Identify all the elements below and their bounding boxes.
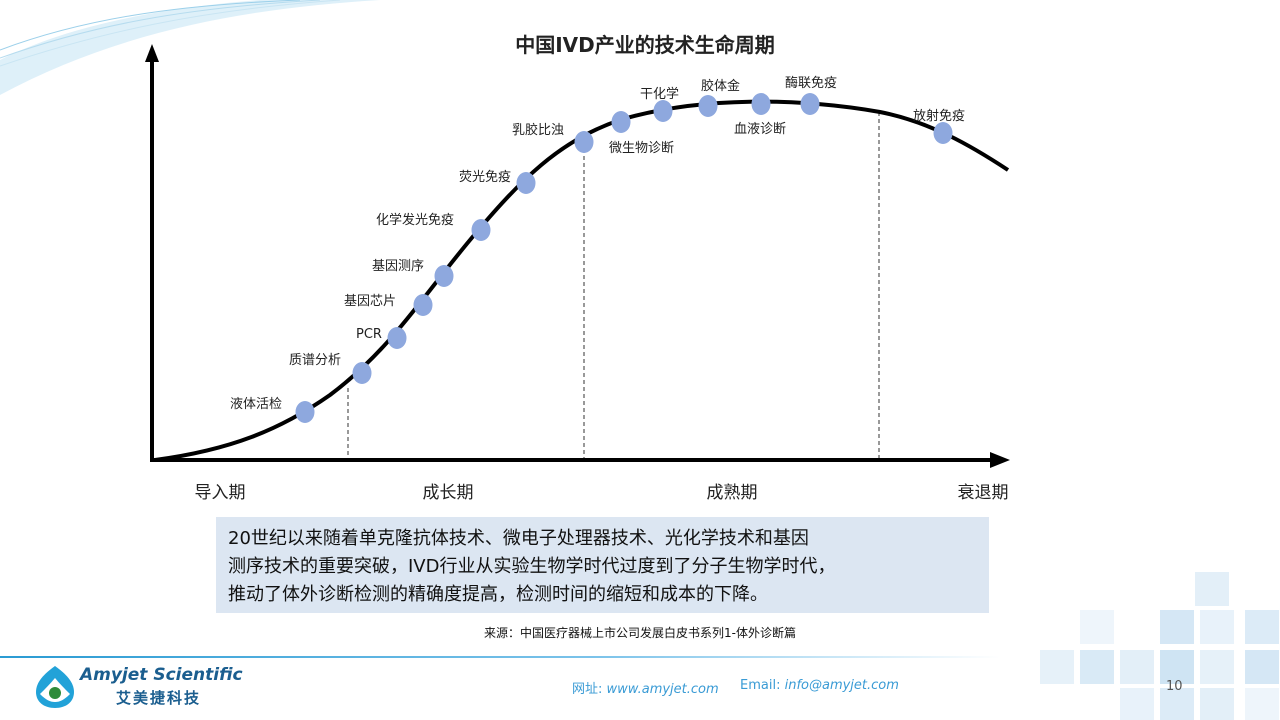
email-label: Email: — [740, 678, 781, 693]
lifecycle-chart: 中国IVD产业的技术生命周期 液体活检 质谱分析 PCR 基因芯片 基因测序 化学发光免疫… — [145, 33, 1010, 503]
tech-marker — [471, 219, 491, 241]
tech-marker — [352, 362, 372, 384]
tech-label: 微生物诊断 — [609, 141, 674, 156]
tech-label: 液体活检 — [230, 397, 282, 412]
tech-marker — [574, 131, 594, 153]
tech-label: 血液诊断 — [734, 122, 786, 137]
stage-label: 成熟期 — [707, 482, 758, 503]
stage-label: 导入期 — [195, 483, 246, 503]
tech-label: 干化学 — [640, 86, 679, 102]
tech-marker — [516, 172, 536, 194]
tech-marker — [611, 111, 631, 133]
tech-label: 基因芯片 — [344, 294, 396, 309]
tech-label: PCR — [356, 327, 382, 342]
company-logo: Amyjet Scientific 艾美捷科技 — [32, 662, 272, 712]
tech-marker — [434, 265, 454, 287]
caption-line-2: 测序技术的重要突破，IVD行业从实验生物学时代过度到了分子生物学时代， — [228, 556, 836, 577]
caption-box: 20世纪以来随着单克隆抗体技术、微电子处理器技术、光化学技术和基因 测序技术的重… — [216, 517, 989, 613]
caption-line-3: 推动了体外诊断检测的精确度提高，检测时间的缩短和成本的下降。 — [228, 584, 768, 605]
decorative-wave — [0, 0, 380, 95]
tech-marker — [698, 95, 718, 117]
tech-marker — [933, 122, 953, 144]
tech-label: 放射免疫 — [913, 108, 965, 124]
caption-line-1: 20世纪以来随着单克隆抗体技术、微电子处理器技术、光化学技术和基因 — [228, 528, 809, 549]
tech-label: 化学发光免疫 — [376, 212, 454, 228]
email-link[interactable]: info@amyjet.com — [784, 678, 899, 693]
tech-marker — [751, 93, 771, 115]
source-note: 来源：中国医疗器械上市公司发展白皮书系列1-体外诊断篇 — [484, 626, 796, 640]
tech-label: 胶体金 — [701, 78, 740, 94]
logo-english-name: Amyjet Scientific — [80, 665, 243, 685]
logo-mark-icon — [36, 666, 74, 708]
tech-marker — [295, 401, 315, 423]
website-label: 网址: — [572, 682, 603, 697]
page-number: 10 — [1166, 679, 1183, 694]
stage-label: 成长期 — [423, 483, 474, 503]
stage-label: 衰退期 — [958, 483, 1009, 503]
decorative-tiles — [1040, 572, 1279, 720]
tech-label: 乳胶比浊 — [512, 122, 564, 138]
chart-title: 中国IVD产业的技术生命周期 — [515, 33, 775, 57]
technology-markers — [295, 93, 953, 423]
tech-label: 基因测序 — [372, 259, 424, 274]
logo-chinese-name: 艾美捷科技 — [116, 689, 202, 707]
tech-label: 荧光免疫 — [459, 169, 511, 185]
y-axis-arrow — [145, 44, 159, 62]
lifecycle-curve — [154, 99, 1010, 462]
tech-label: 质谱分析 — [289, 353, 341, 368]
website-contact: 网址: www.amyjet.com — [572, 678, 719, 697]
x-axis-arrow — [990, 452, 1010, 468]
footer-divider — [0, 656, 1000, 658]
stage-labels: 导入期 成长期 成熟期 衰退期 — [195, 482, 1009, 503]
tech-marker — [653, 100, 673, 122]
tech-label: 酶联免疫 — [785, 75, 837, 91]
website-link[interactable]: www.amyjet.com — [606, 682, 719, 697]
tech-marker — [800, 93, 820, 115]
tech-marker — [413, 294, 433, 316]
tech-marker — [387, 327, 407, 349]
email-contact: Email: info@amyjet.com — [740, 678, 899, 693]
